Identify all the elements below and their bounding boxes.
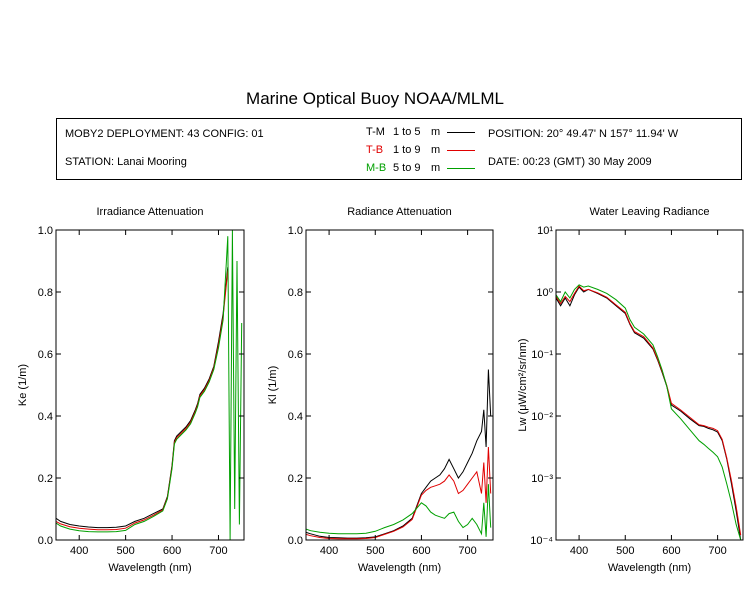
chart-title: Irradiance Attenuation	[96, 206, 203, 218]
chart-panel-2: Radiance Attenuation 400 500 600 700 0.0 0.2 0.…	[267, 206, 494, 574]
y-axis-label: Kl (1/m)	[267, 366, 279, 405]
y-tick-label: 0.6	[288, 349, 303, 361]
y-tick-label: 10⁻¹	[531, 349, 553, 361]
series-line-m-b	[306, 484, 492, 537]
legend-code: T-B	[366, 144, 384, 156]
y-tick-label: 10⁰	[536, 287, 553, 299]
x-tick-label: 400	[320, 545, 338, 557]
y-tick-label: 0.8	[38, 287, 53, 299]
y-axis-label: Ke (1/m)	[17, 364, 29, 406]
deployment-text: MOBY2 DEPLOYMENT: 43 CONFIG: 01	[65, 128, 264, 140]
x-tick-label: 600	[412, 545, 430, 557]
y-tick-label: 0.6	[38, 349, 53, 361]
y-tick-label: 10⁻³	[531, 473, 553, 485]
x-tick-label: 600	[662, 545, 680, 557]
legend-unit: m	[431, 144, 441, 156]
y-tick-label: 0.2	[288, 473, 303, 485]
legend-range: 1 to 9	[393, 144, 421, 156]
series-line-m-b	[556, 284, 742, 540]
y-tick-label: 1.0	[38, 225, 53, 237]
legend-unit: m	[431, 162, 441, 174]
legend-range: 1 to 5	[393, 126, 421, 138]
y-tick-label: 0.2	[38, 473, 53, 485]
plot-frame	[55, 229, 245, 541]
legend-unit: m	[431, 126, 441, 138]
legend-line	[447, 132, 475, 133]
station-text: STATION: Lanai Mooring	[65, 156, 187, 168]
chart-title: Water Leaving Radiance	[589, 206, 709, 218]
chart-panel-3: Water Leaving Radiance 400 500 600 700 10⁻⁴ 10…	[517, 206, 744, 574]
x-tick-label: 400	[70, 545, 88, 557]
x-tick-label: 700	[209, 545, 227, 557]
y-tick-label: 0.0	[288, 535, 303, 547]
series-line-t-m	[556, 286, 742, 540]
chart-panel-1: Irradiance Attenuation 400 500 600 700 0.0 0.2…	[17, 206, 245, 574]
series-line-t-m	[56, 267, 229, 529]
page-title: Marine Optical Buoy NOAA/MLML	[246, 89, 504, 108]
y-tick-label: 0.4	[38, 411, 53, 423]
series-line-t-m	[306, 369, 492, 539]
x-tick-label: 500	[616, 545, 634, 557]
chart-title: Radiance Attenuation	[347, 206, 452, 218]
y-tick-label: 0.0	[38, 535, 53, 547]
info-box: MOBY2 DEPLOYMENT: 43 CONFIG: 01 STATION:…	[56, 118, 742, 180]
x-tick-label: 500	[116, 545, 134, 557]
legend-line	[447, 168, 475, 169]
y-tick-label: 0.8	[288, 287, 303, 299]
legend-code: M-B	[366, 162, 387, 174]
legend-range: 5 to 9	[393, 162, 421, 174]
x-axis-label: Wavelength (nm)	[608, 562, 691, 574]
y-tick-label: 10¹	[537, 225, 553, 237]
x-tick-label: 400	[570, 545, 588, 557]
y-tick-label: 1.0	[288, 225, 303, 237]
y-axis-label: Lw (μW/cm²/sr/nm)	[517, 338, 529, 431]
series-line-m-b	[56, 230, 243, 540]
position-text: POSITION: 20° 49.47' N 157° 11.94' W	[488, 128, 679, 140]
plot-frame	[305, 229, 494, 541]
x-tick-label: 500	[366, 545, 384, 557]
legend-line	[447, 150, 475, 151]
x-tick-label: 700	[708, 545, 726, 557]
legend-code: T-M	[366, 126, 385, 138]
plot-frame	[555, 229, 744, 541]
x-axis-label: Wavelength (nm)	[108, 562, 191, 574]
y-tick-label: 10⁻²	[531, 411, 553, 423]
y-tick-label: 0.4	[288, 411, 303, 423]
x-tick-label: 700	[458, 545, 476, 557]
series-line-t-b	[556, 285, 742, 536]
x-axis-label: Wavelength (nm)	[358, 562, 441, 574]
y-tick-label: 10⁻⁴	[530, 535, 553, 547]
series-line-t-b	[306, 446, 492, 540]
series-line-t-b	[56, 270, 229, 531]
date-text: DATE: 00:23 (GMT) 30 May 2009	[488, 156, 652, 168]
x-tick-label: 600	[163, 545, 181, 557]
